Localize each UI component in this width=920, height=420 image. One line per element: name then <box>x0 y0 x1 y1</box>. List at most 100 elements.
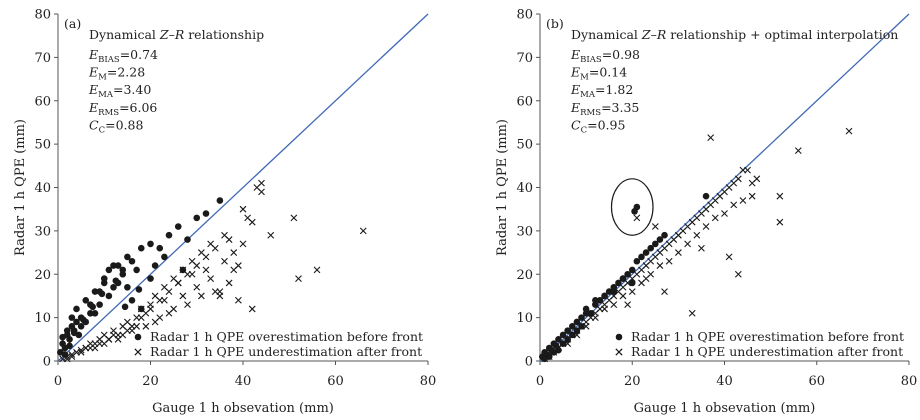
underestimation-point <box>258 179 265 187</box>
y-tick-label: 40 <box>34 181 51 196</box>
underestimation-point <box>295 275 302 282</box>
overestimation-point <box>77 323 85 330</box>
title-z: Z <box>159 27 169 42</box>
stat-symbol: E <box>570 100 580 115</box>
underestimation-point <box>794 147 802 155</box>
legend-underestimation: Radar 1 h QPE underestimation after fron… <box>150 344 422 359</box>
legend-x-marker <box>134 348 142 356</box>
y-tick-label: 50 <box>516 138 533 153</box>
underestimation-point <box>661 288 668 295</box>
underestimation-series <box>59 179 367 363</box>
overestimation-point <box>110 262 117 269</box>
y-tick-label: 20 <box>34 268 51 283</box>
underestimation-point <box>845 127 853 135</box>
overestimation-point <box>73 318 80 326</box>
overestimation-point <box>193 214 201 222</box>
x-tick-label: 60 <box>327 374 344 389</box>
underestimation-point <box>744 166 751 174</box>
title-dash: – <box>651 27 657 42</box>
chart-panel-b: 0 10 20 30 40 50 60 70 80 0 20 40 60 80 Gauge 1 h obse… <box>495 8 917 417</box>
overestimation-point <box>59 333 66 341</box>
underestimation-point <box>211 288 219 295</box>
y-tick-label: 60 <box>516 94 533 109</box>
underestimation-point <box>165 288 173 295</box>
underestimation-point <box>656 262 664 269</box>
underestimation-point <box>142 322 150 330</box>
underestimation-point <box>248 218 256 226</box>
stat-value: =0.95 <box>587 117 625 132</box>
underestimation-point <box>555 344 562 352</box>
overestimation-point <box>133 266 140 274</box>
stat-rms: ERMS=3.35 <box>570 100 639 118</box>
underestimation-point <box>267 231 275 239</box>
x-tick-label: 0 <box>536 374 544 389</box>
panel-title: Dynamical Z–R relationship <box>89 27 264 42</box>
overestimation-point <box>652 240 659 248</box>
overestimation-point <box>114 262 122 269</box>
overestimation-point <box>66 342 73 350</box>
underestimation-point <box>633 214 641 222</box>
title-dash: – <box>169 27 175 42</box>
overestimation-point <box>555 346 562 354</box>
y-tick-label: 40 <box>516 181 533 196</box>
overestimation-point <box>128 257 136 265</box>
overestimation-point <box>165 231 173 239</box>
overestimation-point <box>82 296 90 304</box>
legend-x-marker <box>615 348 623 356</box>
title-r: R <box>656 27 666 42</box>
underestimation-point <box>197 292 205 300</box>
overestimation-series <box>57 197 224 358</box>
overestimation-point <box>642 249 650 256</box>
overestimation-point <box>628 279 636 287</box>
x-axis-label: Gauge 1 h obsevation (mm) <box>634 401 816 416</box>
overestimation-point <box>156 244 164 252</box>
underestimation-point <box>230 266 238 274</box>
underestimation-point <box>693 231 701 239</box>
stat-symbol: E <box>570 65 580 80</box>
underestimation-point <box>193 283 201 291</box>
underestimation-point <box>610 301 618 309</box>
underestimation-point <box>114 335 122 343</box>
underestimation-point <box>721 210 728 217</box>
underestimation-point <box>290 214 298 222</box>
legend-dot-marker <box>615 333 623 341</box>
stat-subscript: BIAS <box>98 55 120 65</box>
underestimation-point <box>207 275 215 282</box>
underestimation-point <box>734 270 742 278</box>
underestimation-point <box>239 205 247 213</box>
x-tick-label: 80 <box>901 374 918 389</box>
underestimation-point <box>147 305 154 313</box>
stat-value: =3.35 <box>601 100 639 115</box>
overestimation-point <box>70 329 78 337</box>
overestimation-point <box>656 236 664 243</box>
underestimation-point <box>776 192 784 200</box>
title-suffix: relationship <box>184 27 264 42</box>
underestimation-point <box>702 223 710 230</box>
stat-value: =0.74 <box>120 47 158 62</box>
y-tick-label: 30 <box>516 224 533 239</box>
overestimation-point <box>647 244 654 252</box>
underestimation-point <box>359 227 367 235</box>
y-tick-label: 70 <box>516 51 533 66</box>
underestimation-point <box>230 249 238 256</box>
overestimation-point <box>105 292 113 300</box>
underestimation-point <box>221 257 228 265</box>
overestimation-point <box>202 210 210 217</box>
overestimation-point <box>147 275 154 282</box>
underestimation-point <box>258 188 265 196</box>
underestimation-point <box>707 134 715 142</box>
underestimation-point <box>582 322 590 330</box>
y-tick-label: 80 <box>34 8 51 23</box>
y-axis-label: Radar 1 h QPE (mm) <box>13 119 28 256</box>
underestimation-point <box>160 296 168 304</box>
underestimation-point <box>748 192 756 200</box>
stat-symbol: E <box>570 82 580 97</box>
underestimation-point <box>674 249 682 256</box>
x-tick-label: 40 <box>716 374 733 389</box>
x-tick-label: 0 <box>54 374 62 389</box>
stat-value: =0.88 <box>105 117 143 132</box>
overestimation-point <box>633 257 641 265</box>
underestimation-point <box>174 279 182 287</box>
x-tick-label: 20 <box>624 374 641 389</box>
x-tick-label: 80 <box>420 374 437 389</box>
